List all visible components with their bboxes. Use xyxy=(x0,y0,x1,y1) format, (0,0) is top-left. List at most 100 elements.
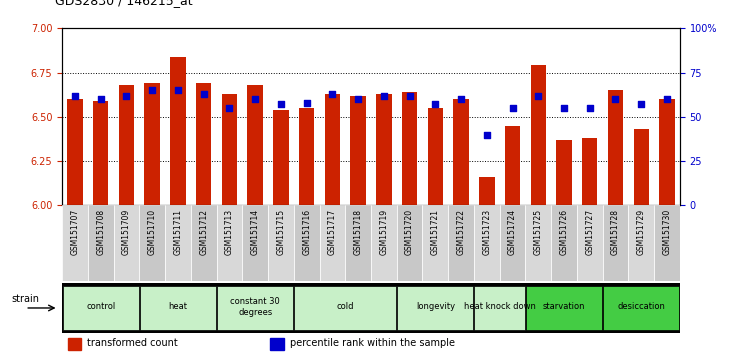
Text: GSM151707: GSM151707 xyxy=(70,209,80,255)
Bar xyxy=(474,205,500,281)
Text: GSM151720: GSM151720 xyxy=(405,209,414,255)
Text: longevity: longevity xyxy=(416,302,455,312)
Bar xyxy=(602,205,629,281)
Point xyxy=(352,96,364,102)
Bar xyxy=(270,338,284,350)
Text: GSM151729: GSM151729 xyxy=(637,209,645,255)
Point xyxy=(69,93,81,98)
Bar xyxy=(268,205,294,281)
Bar xyxy=(273,110,289,205)
Bar xyxy=(582,138,597,205)
Point xyxy=(327,91,338,97)
Bar xyxy=(607,90,624,205)
Text: transformed count: transformed count xyxy=(87,338,178,348)
Text: GSM151719: GSM151719 xyxy=(379,209,388,255)
Bar xyxy=(526,205,551,281)
Point xyxy=(558,105,570,111)
Bar xyxy=(428,108,443,205)
Bar xyxy=(294,205,319,281)
Text: strain: strain xyxy=(11,294,39,304)
Text: GSM151722: GSM151722 xyxy=(457,209,466,255)
Bar xyxy=(345,205,371,281)
Text: GSM151711: GSM151711 xyxy=(173,209,183,255)
Text: GSM151717: GSM151717 xyxy=(328,209,337,255)
Bar xyxy=(221,94,237,205)
Text: GSM151728: GSM151728 xyxy=(611,209,620,255)
Text: GSM151709: GSM151709 xyxy=(122,209,131,255)
Point xyxy=(635,102,647,107)
Text: GSM151715: GSM151715 xyxy=(276,209,285,255)
Point xyxy=(146,87,158,93)
Text: GSM151724: GSM151724 xyxy=(508,209,517,255)
Point xyxy=(610,96,621,102)
Point xyxy=(404,93,415,98)
Bar xyxy=(118,85,135,205)
Point xyxy=(507,105,518,111)
Bar xyxy=(629,205,654,281)
Bar xyxy=(299,108,314,205)
Point xyxy=(121,93,132,98)
Point xyxy=(95,96,107,102)
Text: desiccation: desiccation xyxy=(617,302,665,312)
Text: GSM151713: GSM151713 xyxy=(225,209,234,255)
Text: GSM151716: GSM151716 xyxy=(302,209,311,255)
Bar xyxy=(448,205,474,281)
Text: GDS2830 / 146215_at: GDS2830 / 146215_at xyxy=(55,0,192,7)
Bar xyxy=(63,286,139,330)
Bar xyxy=(67,99,83,205)
Point xyxy=(532,93,544,98)
Bar xyxy=(659,99,675,205)
Point xyxy=(224,105,235,111)
Bar xyxy=(113,205,140,281)
Bar xyxy=(556,140,572,205)
Point xyxy=(584,105,596,111)
Text: heat knock down: heat knock down xyxy=(463,302,536,312)
Text: GSM151726: GSM151726 xyxy=(559,209,569,255)
Bar xyxy=(603,286,679,330)
Text: GSM151708: GSM151708 xyxy=(96,209,105,255)
Text: GSM151721: GSM151721 xyxy=(431,209,440,255)
Point xyxy=(661,96,673,102)
Bar xyxy=(165,205,191,281)
Bar xyxy=(397,205,423,281)
Bar xyxy=(196,83,211,205)
Point xyxy=(172,87,183,93)
Bar xyxy=(93,101,108,205)
Bar xyxy=(505,126,520,205)
Point xyxy=(430,102,442,107)
Bar xyxy=(376,94,392,205)
Bar xyxy=(145,83,160,205)
Text: heat: heat xyxy=(168,302,187,312)
Bar xyxy=(242,205,268,281)
Point xyxy=(378,93,390,98)
Text: GSM151712: GSM151712 xyxy=(199,209,208,255)
Bar xyxy=(350,96,366,205)
Bar xyxy=(371,205,397,281)
Bar xyxy=(68,338,81,350)
Text: GSM151714: GSM151714 xyxy=(251,209,260,255)
Text: GSM151718: GSM151718 xyxy=(354,209,363,255)
Bar xyxy=(88,205,113,281)
Point xyxy=(300,100,312,105)
Bar xyxy=(654,205,680,281)
Bar xyxy=(402,92,417,205)
Text: GSM151725: GSM151725 xyxy=(534,209,543,255)
Bar xyxy=(319,205,345,281)
Text: GSM151730: GSM151730 xyxy=(662,209,672,255)
Text: control: control xyxy=(86,302,115,312)
Bar xyxy=(526,286,602,330)
Point xyxy=(455,96,467,102)
Bar xyxy=(216,205,242,281)
Bar xyxy=(531,65,546,205)
Text: starvation: starvation xyxy=(542,302,586,312)
Text: cold: cold xyxy=(336,302,354,312)
Bar xyxy=(325,94,340,205)
Bar xyxy=(191,205,216,281)
Bar xyxy=(140,286,216,330)
Bar xyxy=(397,286,474,330)
Point xyxy=(481,132,493,137)
Text: percentile rank within the sample: percentile rank within the sample xyxy=(289,338,455,348)
Bar xyxy=(634,129,649,205)
Bar xyxy=(423,205,448,281)
Bar xyxy=(453,99,469,205)
